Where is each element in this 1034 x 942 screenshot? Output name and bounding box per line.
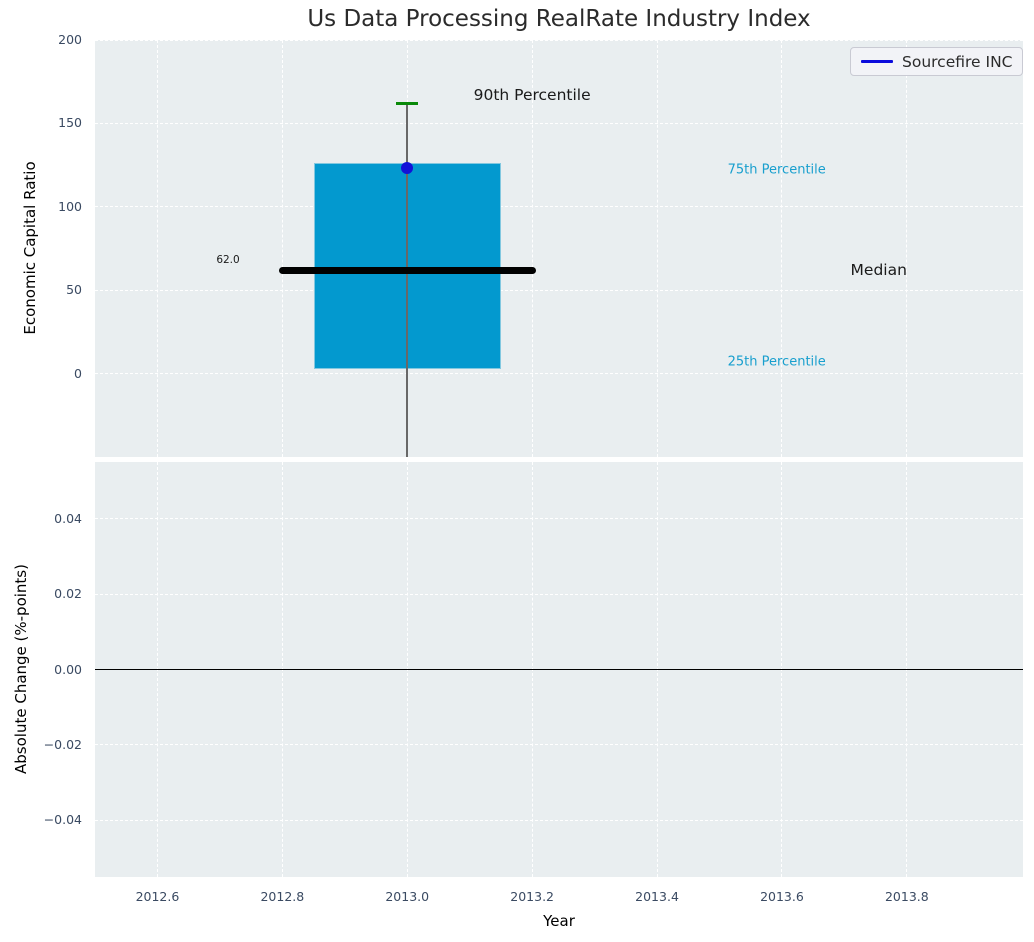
gridline-vertical (906, 40, 908, 457)
x-tick-label: 2013.6 (760, 889, 804, 904)
x-tick-label: 2013.8 (884, 889, 929, 904)
y-tick-label: −0.02 (43, 736, 82, 752)
chart-annotation: 25th Percentile (727, 354, 826, 370)
median-line (278, 266, 536, 274)
y-tick-label: 0.02 (54, 586, 82, 602)
gridline-vertical (656, 40, 658, 457)
zero-line (95, 668, 1023, 671)
gridline-horizontal (95, 40, 1023, 41)
y-tick-label: 0.00 (54, 661, 82, 677)
gridline-vertical (531, 40, 533, 457)
bottom-axes (95, 462, 1023, 877)
gridline-horizontal (95, 373, 1023, 375)
y-tick-label: 0.04 (54, 510, 82, 526)
y-tick-label: 0 (74, 365, 82, 381)
gridline-vertical (156, 40, 158, 457)
top-y-axis-label: Economic Capital Ratio (21, 161, 39, 335)
legend: Sourcefire INC (850, 47, 1024, 76)
chart-annotation: 75th Percentile (727, 162, 826, 178)
gridline-vertical (781, 40, 783, 457)
chart-annotation: 62.0 (216, 254, 240, 267)
gridline-horizontal (95, 206, 1023, 208)
p90-cap (396, 101, 419, 105)
gridline-horizontal (95, 122, 1023, 124)
gridline-horizontal (95, 518, 1023, 520)
legend-label: Sourcefire INC (902, 52, 1013, 71)
top-axes (95, 40, 1023, 457)
y-tick-label: −0.04 (43, 812, 82, 828)
y-tick-label: 200 (58, 32, 82, 47)
series-marker (401, 162, 414, 175)
gridline-horizontal (95, 593, 1023, 595)
legend-line-sample (861, 60, 893, 63)
y-tick-label: 150 (58, 115, 82, 131)
y-tick-label: 50 (66, 282, 82, 298)
gridline-horizontal (95, 819, 1023, 821)
y-tick-label: 100 (58, 198, 82, 214)
x-axis-label: Year (543, 912, 575, 930)
x-tick-label: 2013.0 (385, 889, 430, 904)
chart-title: Us Data Processing RealRate Industry Ind… (307, 6, 811, 32)
gridline-horizontal (95, 744, 1023, 746)
x-tick-label: 2013.2 (510, 889, 555, 904)
x-tick-label: 2012.8 (260, 889, 305, 904)
x-tick-label: 2012.6 (135, 889, 180, 904)
chart-annotation: Median (850, 261, 907, 280)
x-tick-label: 2013.4 (635, 889, 679, 904)
gridline-vertical (281, 40, 283, 457)
chart-annotation: 90th Percentile (473, 86, 591, 105)
whisker-line (406, 103, 408, 457)
gridline-horizontal (95, 289, 1023, 291)
